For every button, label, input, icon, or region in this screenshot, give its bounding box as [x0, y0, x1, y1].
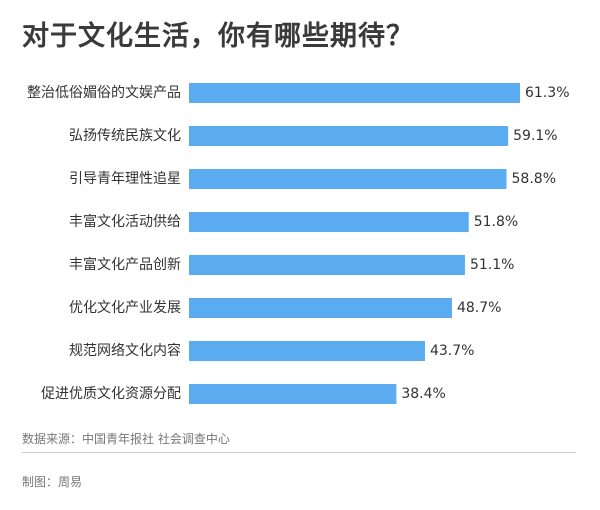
- bar: [189, 169, 507, 189]
- value-label: 38.4%: [401, 386, 445, 402]
- category-label: 促进优质文化资源分配: [41, 386, 181, 402]
- value-label: 58.8%: [512, 171, 556, 187]
- bar-chart: 整治低俗媚俗的文娱产品 61.3% 弘扬传统民族文化 59.1% 引导青年理性追星 58.…: [27, 83, 570, 404]
- category-label: 引导青年理性追星: [69, 171, 181, 187]
- category-label: 丰富文化活动供给: [69, 213, 181, 230]
- bar: [189, 212, 469, 232]
- value-label: 48.7%: [457, 300, 501, 316]
- category-label: 规范网络文化内容: [69, 342, 181, 359]
- value-label: 61.3%: [525, 85, 569, 101]
- category-label: 丰富文化产品创新: [69, 256, 181, 273]
- bar: [189, 384, 397, 404]
- value-label: 51.1%: [470, 257, 514, 273]
- data-source: 数据来源：中国青年报社 社会调查中心: [22, 432, 230, 446]
- bar: [189, 255, 465, 275]
- value-label: 43.7%: [430, 343, 474, 359]
- bar: [189, 126, 509, 146]
- bar: [189, 298, 452, 318]
- bar: [189, 83, 521, 103]
- category-label: 弘扬传统民族文化: [69, 128, 181, 144]
- value-label: 51.8%: [474, 214, 518, 230]
- category-label: 整治低俗媚俗的文娱产品: [27, 85, 181, 101]
- chart-title: 对于文化生活，你有哪些期待？: [22, 21, 414, 52]
- bar: [189, 341, 425, 361]
- value-label: 59.1%: [513, 128, 557, 144]
- chart-credit: 制图：周易: [22, 475, 83, 489]
- category-label: 优化文化产业发展: [69, 300, 181, 316]
- divider: [22, 452, 576, 453]
